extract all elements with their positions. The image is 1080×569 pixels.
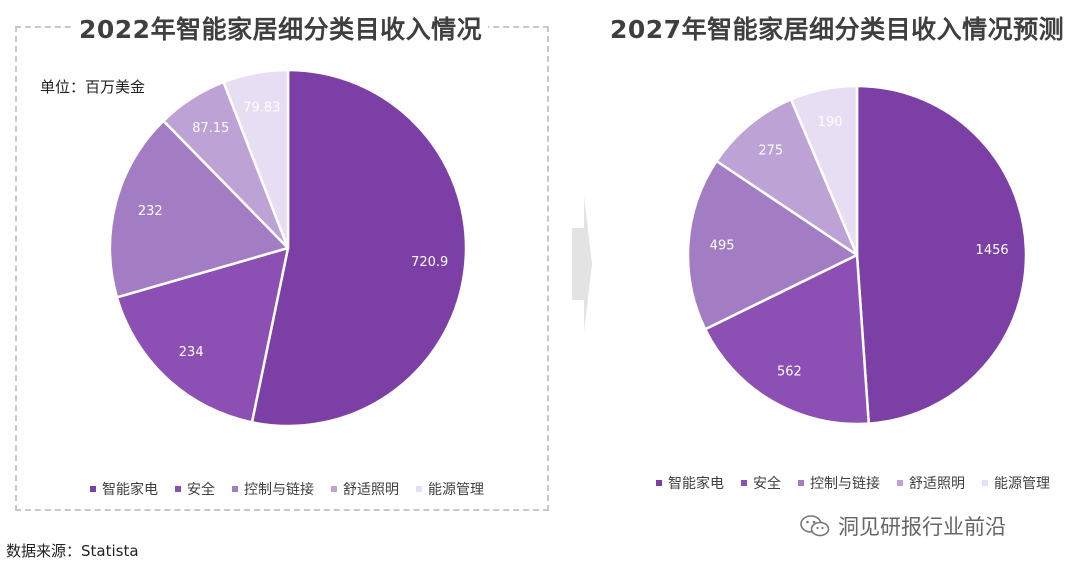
pie-label-0-3: 87.15 — [192, 121, 229, 136]
wechat-icon — [800, 515, 830, 537]
legend-swatch-0-1 — [175, 486, 181, 492]
legend-swatch-0-4 — [416, 486, 422, 492]
legend-swatch-1-2 — [798, 480, 804, 486]
legend-swatch-0-3 — [331, 486, 337, 492]
pie-slice-1-1 — [703, 253, 871, 426]
legend-item-0-0: 智能家电 — [90, 479, 158, 499]
pie-slice-0-1 — [115, 246, 290, 424]
pie-label-1-1: 562 — [777, 365, 802, 380]
pie-label-0-0: 720.9 — [411, 255, 448, 270]
pie-slice-1-2 — [686, 159, 859, 331]
chart-title-2027: 2027年智能家居细分类目收入情况预测 — [604, 10, 1071, 46]
legend-item-1-0: 智能家电 — [656, 473, 724, 493]
legend-item-1-2: 控制与链接 — [798, 473, 880, 493]
legend-item-1-4: 能源管理 — [982, 473, 1050, 493]
legend-item-0-4: 能源管理 — [416, 479, 484, 499]
unit-label: 单位：百万美金 — [40, 78, 146, 96]
legend-label-0-3: 舒适照明 — [343, 482, 399, 498]
legend-swatch-1-0 — [656, 480, 662, 486]
legend-2027: 智能家电 安全 控制与链接 舒适照明 能源管理 — [656, 473, 1050, 493]
pie-label-1-0: 1456 — [976, 243, 1009, 258]
legend-2022: 智能家电 安全 控制与链接 舒适照明 能源管理 — [90, 479, 484, 499]
pie-label-1-2: 495 — [710, 238, 735, 253]
data-source: 数据来源：Statista — [6, 542, 139, 560]
watermark: 洞见研报行业前沿 — [800, 511, 1006, 541]
legend-label-0-1: 安全 — [187, 482, 215, 498]
legend-label-1-3: 舒适照明 — [909, 476, 965, 492]
pie-slice-0-4 — [222, 68, 290, 250]
legend-item-0-1: 安全 — [175, 479, 215, 499]
chart-title-2022: 2022年智能家居细分类目收入情况 — [73, 10, 489, 46]
legend-label-1-0: 智能家电 — [668, 476, 724, 492]
legend-label-1-2: 控制与链接 — [810, 476, 880, 492]
legend-label-0-4: 能源管理 — [428, 482, 484, 498]
pie-label-0-4: 79.83 — [243, 101, 280, 116]
legend-item-0-2: 控制与链接 — [232, 479, 314, 499]
legend-swatch-0-2 — [232, 486, 238, 492]
legend-item-1-1: 安全 — [741, 473, 781, 493]
legend-label-1-1: 安全 — [753, 476, 781, 492]
pie-slice-1-3 — [715, 98, 859, 257]
pie-slice-1-0 — [855, 84, 1028, 425]
legend-label-0-2: 控制与链接 — [244, 482, 314, 498]
legend-swatch-1-3 — [897, 480, 903, 486]
legend-label-1-4: 能源管理 — [994, 476, 1050, 492]
legend-item-1-3: 舒适照明 — [897, 473, 965, 493]
watermark-text: 洞见研报行业前沿 — [838, 515, 1006, 539]
legend-swatch-1-1 — [741, 480, 747, 486]
legend-label-0-0: 智能家电 — [102, 482, 158, 498]
pie-slice-0-2 — [108, 119, 290, 299]
pie-slice-0-0 — [250, 68, 468, 428]
pie-chart-2022: 720.9 234 232 87.15 79.83 — [108, 68, 468, 428]
legend-swatch-1-4 — [982, 480, 988, 486]
pie-chart-2027: 1456 562 495 275 190 — [686, 84, 1028, 426]
pie-label-0-2: 232 — [138, 204, 163, 219]
arrow-right-icon — [572, 196, 592, 332]
legend-item-0-3: 舒适照明 — [331, 479, 399, 499]
pie-label-1-4: 190 — [818, 115, 843, 130]
pie-slice-1-4 — [789, 84, 859, 257]
pie-label-0-1: 234 — [179, 345, 204, 360]
legend-swatch-0-0 — [90, 486, 96, 492]
pie-label-1-3: 275 — [758, 143, 783, 158]
